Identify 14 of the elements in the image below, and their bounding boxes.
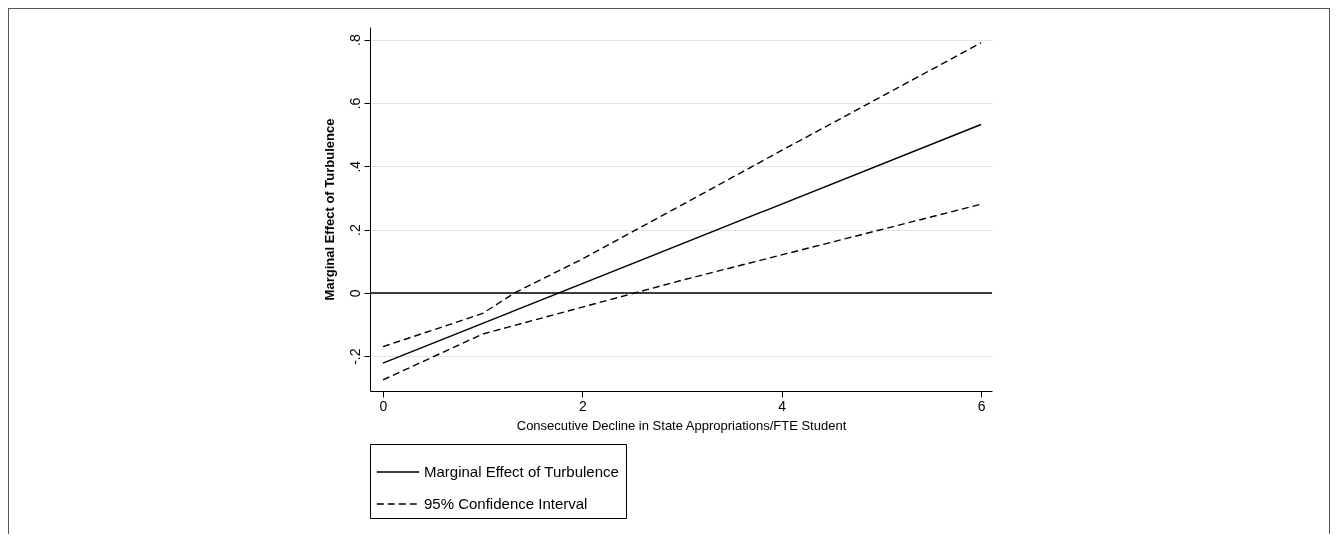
y-tick-label: -.2 (346, 348, 363, 365)
legend-label: 95% Confidence Interval (424, 495, 588, 512)
y-tick-label: .2 (346, 224, 363, 236)
y-tick-label: .8 (346, 34, 363, 46)
x-tick-label: 6 (977, 397, 986, 414)
y-tick-label: 0 (346, 289, 363, 298)
y-tick-label: .4 (346, 160, 363, 173)
x-axis-title: Consecutive Decline in State Appropriations/FTE Student (516, 417, 847, 433)
x-tick-label: 4 (778, 397, 787, 414)
legend-label: Marginal Effect of Turbulence (424, 463, 619, 480)
x-tick-label: 2 (578, 397, 587, 414)
x-tick-label: 0 (379, 397, 388, 414)
y-tick-label: .6 (346, 97, 363, 110)
y-axis-title: Marginal Effect of Turbulence (321, 118, 337, 301)
